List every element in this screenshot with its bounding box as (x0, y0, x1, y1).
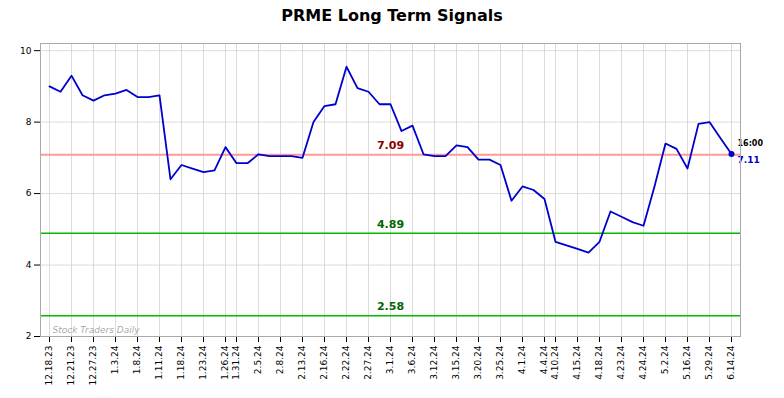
svg-text:5.29.24: 5.29.24 (704, 345, 714, 380)
svg-text:4.89: 4.89 (377, 218, 404, 231)
svg-text:4.24.24: 4.24.24 (638, 345, 648, 380)
svg-text:2.16.24: 2.16.24 (319, 345, 329, 380)
svg-text:3.15.24: 3.15.24 (451, 345, 461, 380)
svg-text:4.10.24: 4.10.24 (550, 345, 560, 380)
svg-text:6: 6 (26, 188, 32, 198)
svg-text:1.18.24: 1.18.24 (176, 345, 186, 380)
svg-text:3.6.24: 3.6.24 (407, 345, 417, 374)
svg-text:1.23.24: 1.23.24 (198, 345, 208, 380)
svg-text:3.25.24: 3.25.24 (495, 345, 505, 380)
svg-text:7.09: 7.09 (377, 139, 404, 152)
svg-text:6.14.24: 6.14.24 (726, 345, 736, 380)
svg-text:3.20.24: 3.20.24 (473, 345, 483, 380)
svg-text:4.18.24: 4.18.24 (594, 345, 604, 380)
svg-text:1.11.24: 1.11.24 (154, 345, 164, 380)
svg-text:1.31.24: 1.31.24 (231, 345, 241, 380)
svg-text:10: 10 (20, 46, 32, 56)
svg-text:2: 2 (26, 331, 32, 341)
svg-text:4.23.24: 4.23.24 (616, 345, 626, 380)
svg-text:2.8.24: 2.8.24 (275, 345, 285, 374)
svg-text:Stock Traders Daily: Stock Traders Daily (53, 325, 141, 335)
svg-text:7.11: 7.11 (737, 155, 760, 166)
svg-text:3.1.24: 3.1.24 (385, 345, 395, 374)
svg-text:4.15.24: 4.15.24 (572, 345, 582, 380)
svg-text:2.27.24: 2.27.24 (363, 345, 373, 380)
svg-text:1.8.24: 1.8.24 (132, 345, 142, 374)
svg-text:1.3.24: 1.3.24 (110, 345, 120, 374)
svg-text:1.26.24: 1.26.24 (220, 345, 230, 380)
svg-text:4.4.24: 4.4.24 (539, 345, 549, 374)
html-text:PRME Long Term Signals: PRME Long Term Signals (281, 6, 503, 25)
svg-text:2.5.24: 2.5.24 (253, 345, 263, 374)
svg-text:16:00: 16:00 (738, 139, 764, 148)
svg-text:4: 4 (26, 260, 32, 270)
svg-text:2.22.24: 2.22.24 (341, 345, 351, 380)
svg-text:2.58: 2.58 (377, 300, 404, 313)
svg-text:12.21.23: 12.21.23 (66, 346, 76, 386)
svg-text:12.27.23: 12.27.23 (88, 346, 98, 386)
svg-text:5.16.24: 5.16.24 (682, 345, 692, 380)
svg-text:3.12.24: 3.12.24 (429, 345, 439, 380)
svg-text:2.13.24: 2.13.24 (297, 345, 307, 380)
svg-text:12.18.23: 12.18.23 (44, 346, 54, 386)
svg-text:4.1.24: 4.1.24 (517, 345, 527, 374)
svg-text:5.2.24: 5.2.24 (660, 345, 670, 374)
svg-text:8: 8 (26, 117, 32, 127)
